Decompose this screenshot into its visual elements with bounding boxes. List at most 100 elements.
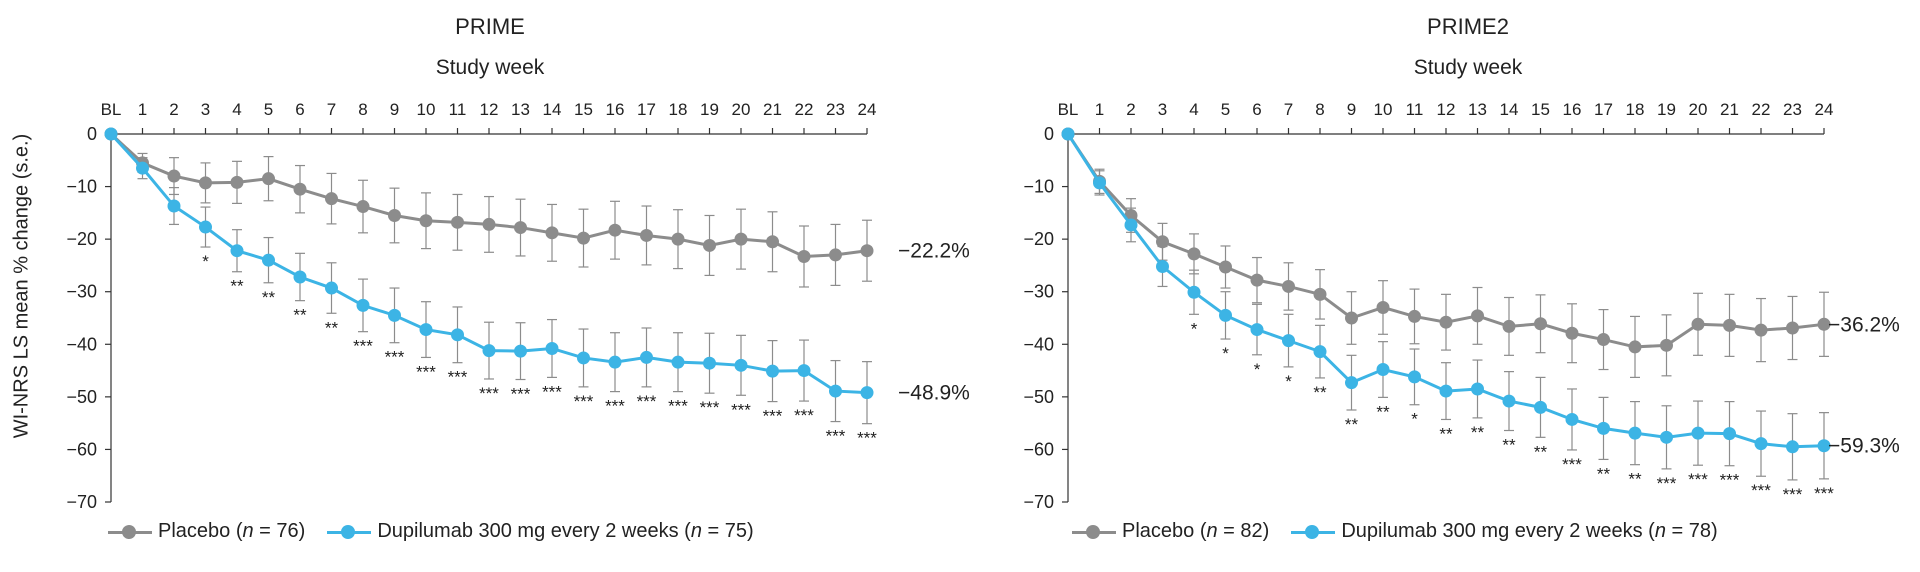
significance-marker: **: [325, 318, 339, 337]
data-point: [829, 384, 842, 398]
legend-item-dupilumab: Dupilumab 300 mg every 2 weeks (n = 75): [327, 520, 754, 543]
x-axis-title: Study week: [1414, 56, 1523, 79]
data-point: [325, 281, 338, 295]
significance-marker: *: [1285, 372, 1292, 391]
data-point: [734, 232, 748, 246]
significance-marker: ***: [605, 397, 625, 416]
significance-marker: ***: [1783, 485, 1803, 504]
significance-marker: *: [202, 252, 209, 271]
x-tick-label: BL: [101, 100, 122, 119]
data-point: [1817, 317, 1831, 331]
x-tick-label: 24: [858, 100, 877, 119]
data-point: [1471, 309, 1484, 323]
x-tick-label: 21: [763, 100, 782, 119]
x-tick-label: 1: [1095, 100, 1104, 119]
legend-label: Placebo: [1122, 520, 1195, 542]
data-point: [1313, 345, 1327, 359]
x-tick-label: 8: [358, 100, 367, 119]
x-tick-label: 20: [1689, 100, 1708, 119]
significance-marker: ***: [1562, 455, 1582, 474]
data-point: [356, 200, 370, 214]
significance-marker: ***: [794, 406, 814, 425]
data-point: [797, 364, 811, 378]
data-point: [199, 220, 212, 234]
legend-prime: Placebo (n = 76) Dupilumab 300 mg every …: [108, 520, 776, 543]
data-point: [1408, 370, 1421, 384]
data-point: [388, 208, 401, 222]
end-value-label: −22.2%: [898, 240, 970, 263]
significance-marker: **: [230, 277, 244, 296]
data-point: [1534, 317, 1547, 331]
end-value-label: −36.2%: [1828, 313, 1900, 336]
data-point: [1408, 309, 1421, 323]
y-tick-label: −50: [66, 387, 97, 407]
data-point: [136, 161, 149, 175]
legend-label: Dupilumab 300 mg every 2 weeks: [377, 520, 679, 542]
significance-marker: ***: [1688, 470, 1708, 489]
y-tick-label: −40: [1023, 334, 1054, 354]
data-point: [482, 217, 496, 231]
significance-marker: ***: [1720, 471, 1740, 490]
x-tick-label: 6: [1252, 100, 1261, 119]
x-tick-label: 5: [1221, 100, 1230, 119]
end-value-label: −48.9%: [898, 382, 970, 405]
significance-marker: **: [262, 288, 276, 307]
data-point: [1660, 338, 1673, 352]
data-point: [1754, 323, 1768, 337]
x-tick-label: 6: [295, 100, 304, 119]
data-point: [703, 238, 716, 252]
data-point: [419, 214, 433, 228]
significance-marker: **: [293, 306, 307, 325]
data-point: [1786, 321, 1799, 335]
y-tick-label: −20: [1023, 229, 1054, 249]
significance-marker: **: [1471, 423, 1485, 442]
x-tick-label: BL: [1058, 100, 1079, 119]
data-point: [230, 175, 244, 189]
x-tick-label: 12: [480, 100, 499, 119]
data-point: [1597, 421, 1610, 435]
data-point: [1345, 311, 1358, 325]
dupilumab-marker-icon: [1291, 524, 1336, 539]
data-point: [1723, 318, 1736, 332]
data-point: [1124, 218, 1138, 232]
legend-item-placebo: Placebo (n = 76): [108, 520, 305, 543]
x-tick-label: 22: [1752, 100, 1771, 119]
data-point: [1471, 382, 1484, 396]
x-tick-label: 16: [606, 100, 625, 119]
data-point: [1156, 235, 1169, 249]
significance-marker: ***: [857, 429, 877, 448]
placebo-marker-icon: [1072, 524, 1116, 539]
data-point: [1376, 363, 1390, 377]
y-tick-label: 0: [87, 124, 97, 144]
data-point: [1282, 279, 1295, 293]
legend-prime2: Placebo (n = 82) Dupilumab 300 mg every …: [1072, 520, 1740, 543]
significance-marker: ***: [700, 398, 720, 417]
x-tick-label: 20: [732, 100, 751, 119]
chart-title: PRIME: [455, 14, 525, 39]
y-tick-label: −30: [1023, 282, 1054, 302]
x-tick-label: 23: [826, 100, 845, 119]
data-point: [104, 127, 118, 141]
legend-item-placebo: Placebo (n = 82): [1072, 520, 1269, 543]
x-tick-label: 7: [327, 100, 336, 119]
x-tick-label: 23: [1783, 100, 1802, 119]
y-tick-label: −50: [1023, 387, 1054, 407]
x-axis-title: Study week: [436, 56, 545, 79]
data-point: [230, 244, 244, 258]
y-tick-label: −20: [66, 229, 97, 249]
data-point: [293, 182, 307, 196]
significance-marker: ***: [448, 368, 468, 387]
x-tick-label: 15: [1531, 100, 1550, 119]
data-point: [1313, 287, 1327, 301]
x-tick-label: 16: [1563, 100, 1582, 119]
x-tick-label: 3: [201, 100, 210, 119]
y-tick-label: −10: [1023, 177, 1054, 197]
significance-marker: *: [1222, 344, 1229, 363]
x-tick-label: 1: [138, 100, 147, 119]
data-point: [1786, 440, 1799, 454]
chart-title: PRIME2: [1427, 14, 1509, 39]
data-point: [577, 231, 590, 245]
